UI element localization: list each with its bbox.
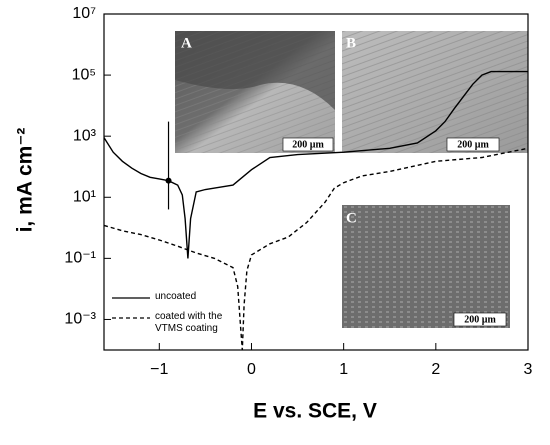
y-tick-label: 10⁻³ <box>64 311 96 328</box>
inset-letter: C <box>346 210 357 226</box>
inset-letter: B <box>346 35 356 51</box>
y-tick-label: 10³ <box>73 127 97 144</box>
x-axis-label: E vs. SCE, V <box>253 400 377 423</box>
plot-frame <box>103 13 529 351</box>
inset-a: A 200 µm <box>175 31 335 153</box>
legend: uncoated coated with the VTMS coating <box>112 291 223 334</box>
y-tick-label: 10⁵ <box>72 66 96 83</box>
y-tick-label: 10¹ <box>73 188 96 205</box>
scale-bar-label: 200 µm <box>464 314 496 325</box>
inset-letter: A <box>181 35 192 51</box>
inset-b: B 200 µm <box>342 31 528 153</box>
legend-box: coated with the VTMS coating <box>155 311 223 334</box>
error-bar-point <box>165 177 172 184</box>
x-tick-label: 0 <box>247 361 256 378</box>
x-tick-label: −1 <box>150 361 168 378</box>
x-tick-label: 3 <box>524 361 533 378</box>
x-tick-label: 1 <box>339 361 348 378</box>
scale-bar-label: 200 µm <box>292 139 324 150</box>
y-tick-label: 10⁷ <box>72 5 96 22</box>
series-line <box>103 70 528 259</box>
y-tick-label: 10⁻¹ <box>64 250 96 267</box>
legend-label: coated with the VTMS coating <box>155 311 223 334</box>
legend-label: uncoated <box>155 291 197 302</box>
inset-c: C 200 µm <box>342 205 510 328</box>
scale-bar-label: 200 µm <box>457 139 489 150</box>
y-axis-label: i, mA cm⁻² <box>14 128 37 233</box>
legend-box: uncoated <box>155 291 197 302</box>
x-tick-label: 2 <box>431 361 440 378</box>
